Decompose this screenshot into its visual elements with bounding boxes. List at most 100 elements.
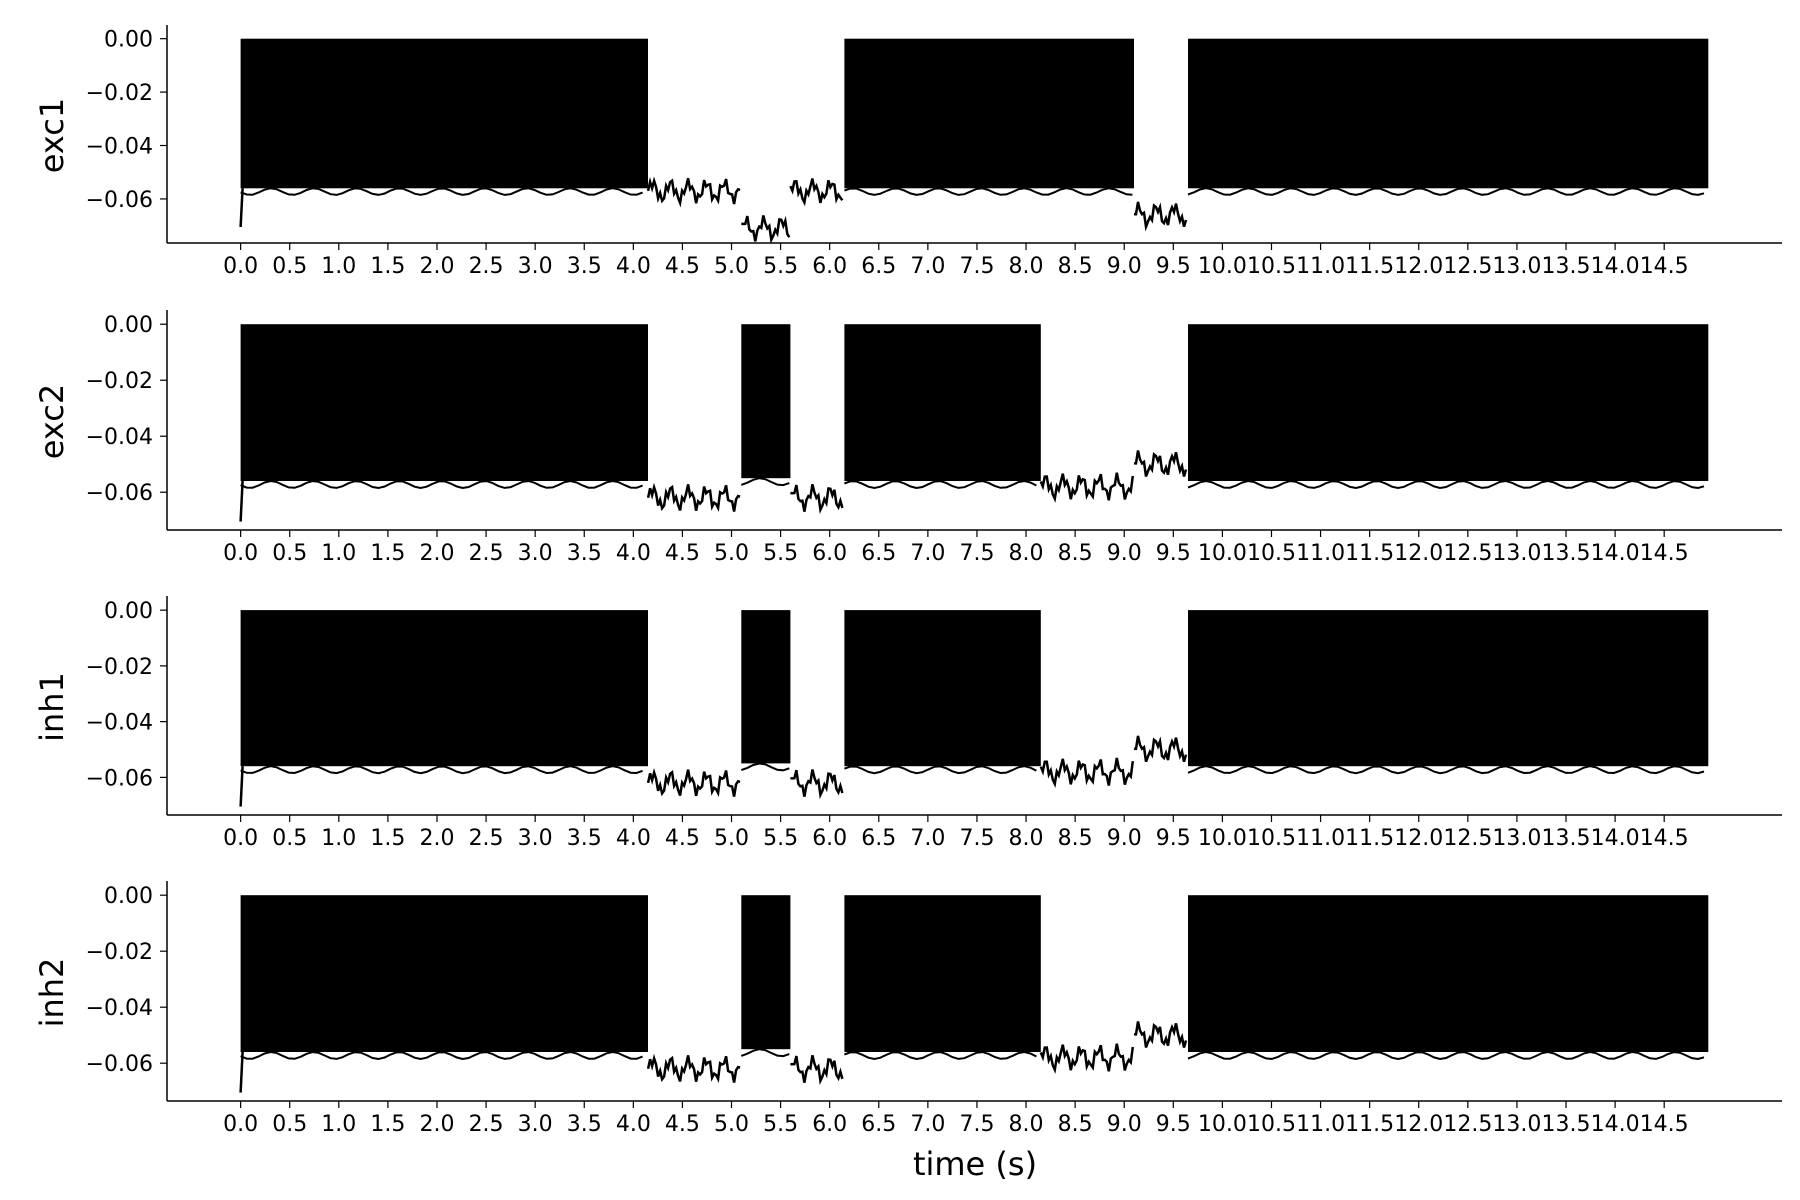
x-tick-label: 11.0: [1296, 1112, 1345, 1137]
x-tick-label: 2.0: [419, 254, 454, 279]
x-tick-label: 4.5: [665, 541, 700, 566]
x-tick-label: 10.0: [1198, 541, 1247, 566]
x-tick-label: 10.0: [1198, 1112, 1247, 1137]
subthreshold-segment-4: [1134, 1021, 1188, 1048]
trough-texture-1: [240, 479, 643, 490]
trough-texture-3: [844, 1050, 1037, 1061]
trough-texture-2: [740, 1048, 790, 1058]
x-tick-label: 8.0: [1009, 254, 1044, 279]
x-tick-label: 14.0: [1591, 826, 1640, 851]
x-tick-label: 11.0: [1296, 541, 1345, 566]
x-tick-label: 9.0: [1107, 1112, 1142, 1137]
x-tick-label: 12.0: [1394, 826, 1443, 851]
x-tick-label: 6.0: [812, 541, 847, 566]
x-tick-label: 0.5: [272, 541, 307, 566]
subthreshold-segment-3: [1039, 1043, 1135, 1074]
subthreshold-segment-3: [1039, 472, 1135, 503]
y-tick-label: −0.04: [86, 996, 153, 1021]
x-tick-label: 13.0: [1492, 541, 1541, 566]
trough-texture-2: [740, 762, 790, 772]
x-tick-label: 9.5: [1156, 826, 1191, 851]
x-tick-label: 7.0: [910, 541, 945, 566]
trough-texture-3: [844, 479, 1037, 490]
trace-inh1: [239, 610, 1709, 807]
x-tick-label: 14.0: [1591, 1112, 1640, 1137]
x-tick-label: 8.5: [1058, 826, 1093, 851]
x-tick-label: 2.5: [469, 1112, 504, 1137]
y-tick-label: −0.02: [86, 81, 153, 106]
x-tick-label: 6.5: [861, 1112, 896, 1137]
x-tick-label: 9.0: [1107, 541, 1142, 566]
initial-transient: [239, 188, 244, 228]
x-tick-label: 5.0: [714, 254, 749, 279]
spiking-segment-2: [844, 38, 1134, 189]
x-tick-label: 4.5: [665, 826, 700, 851]
x-axis-label: time (s): [913, 1145, 1037, 1183]
x-tick-label: 11.5: [1345, 826, 1394, 851]
y-axis-label: inh2: [33, 958, 71, 1028]
subthreshold-segment-1: [646, 482, 741, 512]
x-tick-label: 13.0: [1492, 826, 1541, 851]
x-tick-label: 14.5: [1640, 254, 1689, 279]
x-tick-label: 9.0: [1107, 254, 1142, 279]
x-tick-label: 11.5: [1345, 1112, 1394, 1137]
x-tick-label: 1.0: [321, 826, 356, 851]
x-tick-label: 5.5: [763, 1112, 798, 1137]
x-tick-label: 2.5: [469, 826, 504, 851]
x-tick-label: 6.0: [812, 826, 847, 851]
spiking-segment-3: [844, 610, 1041, 767]
x-tick-label: 6.5: [861, 826, 896, 851]
y-tick-label: −0.06: [86, 481, 153, 506]
spiking-segment-3: [1188, 38, 1709, 189]
x-tick-label: 0.5: [272, 1112, 307, 1137]
x-tick-label: 11.0: [1296, 826, 1345, 851]
x-tick-label: 10.5: [1247, 541, 1296, 566]
x-tick-label: 5.5: [763, 254, 798, 279]
x-tick-label: 7.5: [959, 541, 994, 566]
x-tick-label: 3.0: [518, 254, 553, 279]
trough-texture-1: [240, 765, 643, 775]
x-tick-label: 14.0: [1591, 254, 1640, 279]
x-tick-label: 3.0: [518, 826, 553, 851]
x-tick-label: 12.5: [1443, 1112, 1492, 1137]
panel-exc1: 0.00 −0.02 −0.04 −0.06 0.0 0.5 1.0 1.5 2.0 2.5 3.0…: [33, 25, 1782, 279]
x-tick-label: 3.5: [567, 541, 602, 566]
x-tick-label: 4.0: [616, 254, 651, 279]
x-tick-label: 0.0: [223, 541, 258, 566]
x-tick-label: 11.5: [1345, 254, 1394, 279]
y-tick-label: −0.04: [86, 425, 153, 450]
subthreshold-segment-3: [1039, 757, 1135, 788]
y-tick-label: −0.06: [86, 766, 153, 791]
y-tick-label: 0.00: [104, 599, 153, 624]
x-tick-label: 0.0: [223, 254, 258, 279]
x-tick-label: 4.0: [616, 1112, 651, 1137]
subthreshold-segment-4: [1134, 450, 1188, 477]
y-tick-label: −0.06: [86, 188, 153, 213]
x-tick-label: 13.5: [1542, 1112, 1591, 1137]
x-tick-label: 0.5: [272, 254, 307, 279]
x-tick-label: 14.5: [1640, 541, 1689, 566]
trace-inh2: [239, 895, 1709, 1093]
subthreshold-segment-2: [790, 769, 844, 800]
x-tick-label: 0.0: [223, 1112, 258, 1137]
subthreshold-segment-1: [646, 1053, 741, 1083]
x-tick-label: 1.5: [370, 1112, 405, 1137]
x-tick-label: 7.5: [959, 254, 994, 279]
x-tick-label: 7.5: [959, 1112, 994, 1137]
trough-texture-1: [240, 187, 643, 196]
x-tick-label: 5.0: [714, 1112, 749, 1137]
y-axis-label: exc1: [33, 98, 71, 173]
x-tick-label: 8.0: [1009, 1112, 1044, 1137]
x-tick-label: 9.5: [1156, 254, 1191, 279]
x-tick-label: 0.5: [272, 826, 307, 851]
x-tick-label: 13.0: [1492, 254, 1541, 279]
initial-transient: [239, 480, 244, 522]
x-tick-label: 4.5: [665, 254, 700, 279]
spiking-segment-3: [844, 895, 1041, 1052]
trough-texture-2: [844, 187, 1133, 196]
x-tick-label: 14.5: [1640, 826, 1689, 851]
trace-exc2: [239, 324, 1709, 522]
x-tick-label: 12.5: [1443, 826, 1492, 851]
y-axis-label: inh1: [33, 672, 71, 742]
subthreshold-segment-4: [1134, 201, 1188, 232]
